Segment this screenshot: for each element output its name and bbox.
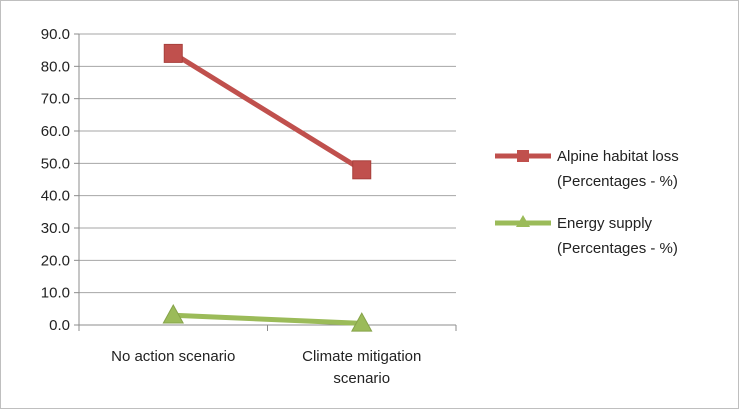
series-group (162, 43, 373, 332)
legend-label: Alpine habitat loss (Percentages - %) (557, 148, 679, 190)
legend-swatch-marker (517, 150, 529, 162)
y-tick-label: 10.0 (41, 285, 70, 302)
series-2 (162, 304, 373, 332)
y-tick-label: 60.0 (41, 123, 70, 140)
legend: Alpine habitat loss (Percentages - %) Ener… (495, 148, 679, 257)
data-point-marker (351, 312, 373, 332)
y-tick-labels: 0.0 10.0 20.0 30.0 40.0 50.0 60.0 70.0 80.0 90.0 (41, 26, 70, 334)
x-tick-label: Climate mitigation scenario (302, 348, 421, 387)
data-point-marker (352, 160, 372, 180)
legend-item-2: Energy supply (Percentages - %) (495, 215, 678, 257)
x-tick-labels: No action scenario Climate mitigation scen… (111, 348, 421, 387)
legend-item-1: Alpine habitat loss (Percentages - %) (495, 148, 679, 190)
y-tick-label: 40.0 (41, 188, 70, 205)
series-line (170, 312, 365, 326)
legend-label: Energy supply (Percentages - %) (557, 215, 678, 257)
y-tick-label: 50.0 (41, 155, 70, 172)
y-tick-label: 80.0 (41, 58, 70, 75)
data-point-marker (163, 43, 183, 63)
y-tick-label: 70.0 (41, 91, 70, 108)
x-tick-label: No action scenario (111, 348, 235, 365)
series-line (170, 50, 365, 173)
legend-swatch-marker (516, 215, 530, 227)
y-tick-label: 20.0 (41, 252, 70, 269)
series-1 (163, 43, 372, 180)
y-tick-label: 90.0 (41, 26, 70, 43)
data-point-marker (162, 304, 184, 324)
y-tick-label: 30.0 (41, 220, 70, 237)
grid-lines (79, 33, 456, 294)
y-tick-label: 0.0 (49, 317, 70, 334)
axes (74, 33, 457, 331)
